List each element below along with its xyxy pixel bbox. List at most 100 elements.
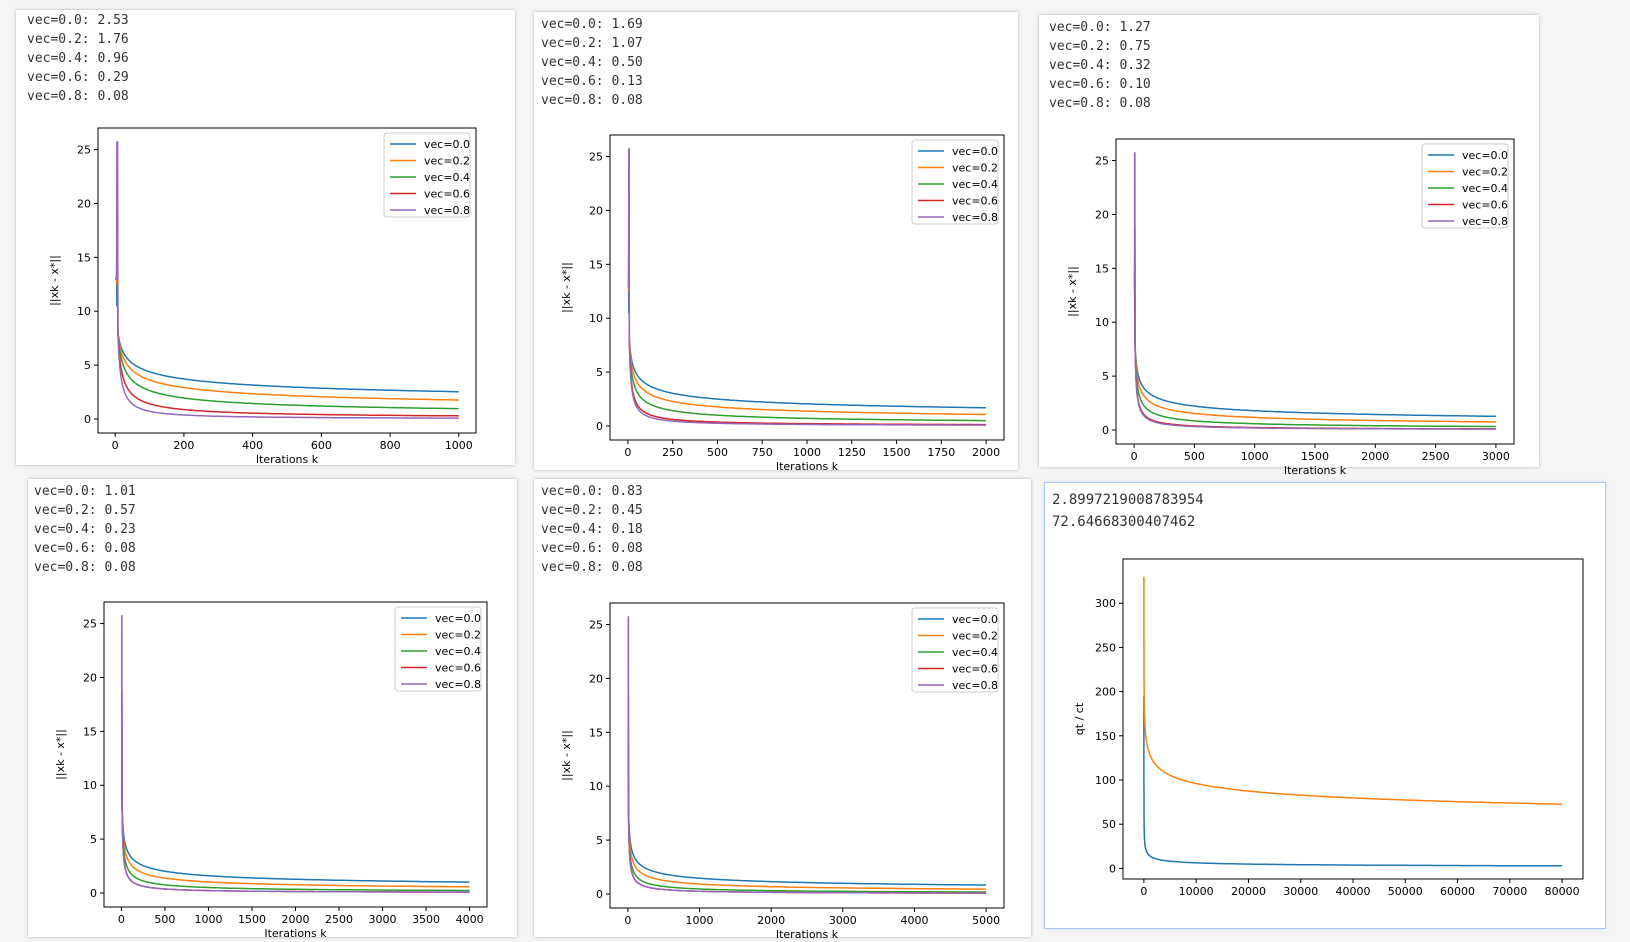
x-tick-label: 60000: [1440, 885, 1475, 898]
output-line: vec=0.4: 0.32: [1049, 58, 1151, 73]
y-tick-label: 5: [596, 834, 603, 847]
output-cell-4: vec=0.0: 1.01 vec=0.2: 0.57 vec=0.4: 0.23 v…: [28, 479, 517, 940]
output-line: vec=0.2: 1.76: [27, 32, 129, 47]
cell-output-text: vec=0.0: 1.69 vec=0.2: 1.07 vec=0.4: 0.50 v…: [541, 15, 643, 110]
x-tick-label: 30000: [1283, 885, 1318, 898]
y-tick-label: 25: [83, 618, 97, 631]
x-tick-label: 0: [1131, 450, 1138, 463]
series-line: [1143, 576, 1563, 805]
x-tick-label: 2000: [282, 913, 310, 926]
series-line: [1143, 696, 1563, 867]
x-axis-label: Iterations k: [1284, 464, 1347, 477]
y-tick-label: 0: [90, 887, 97, 900]
y-tick-label: 20: [77, 197, 91, 210]
y-tick-label: 5: [84, 359, 91, 372]
output-line: vec=0.6: 0.29: [27, 70, 129, 85]
x-tick-label: 3500: [412, 913, 440, 926]
x-tick-label: 750: [752, 446, 773, 459]
y-tick-label: 0: [596, 888, 603, 901]
legend-label: vec=0.2: [952, 630, 998, 643]
series-line: [1133, 262, 1496, 428]
y-tick-label: 20: [589, 204, 603, 217]
output-cell-3: vec=0.0: 1.27 vec=0.2: 0.75 vec=0.4: 0.32 v…: [1039, 15, 1539, 477]
output-line: vec=0.8: 0.08: [1049, 96, 1151, 111]
legend-label: vec=0.4: [424, 171, 470, 184]
legend: vec=0.0 vec=0.2 vec=0.4 vec=0.6 vec=0.8: [911, 139, 999, 225]
series-line: [627, 726, 987, 893]
x-tick-label: 500: [1184, 450, 1205, 463]
x-tick-label: 0: [624, 914, 631, 927]
legend-label: vec=0.0: [1462, 149, 1508, 162]
series-line: [121, 752, 470, 888]
x-tick-label: 250: [662, 446, 683, 459]
x-tick-label: 4000: [900, 914, 928, 927]
output-cell-5: vec=0.0: 0.83 vec=0.2: 0.45 vec=0.4: 0.18 v…: [534, 479, 1031, 941]
x-tick-label: 3000: [829, 914, 857, 927]
plot-frame: [97, 127, 477, 434]
cell-output-text: vec=0.0: 2.53 vec=0.2: 1.76 vec=0.4: 0.96 v…: [27, 11, 129, 106]
x-tick-label: 3000: [369, 913, 397, 926]
legend-box: [911, 607, 999, 693]
y-tick-label: 0: [596, 420, 603, 433]
series-line: [115, 278, 459, 401]
legend-label: vec=0.4: [952, 178, 998, 191]
output-line: vec=0.4: 0.96: [27, 51, 129, 66]
series-line: [121, 692, 470, 893]
legend: vec=0.0 vec=0.2 vec=0.4 vec=0.6 vec=0.8: [394, 606, 482, 692]
legend-label: vec=0.8: [424, 204, 470, 217]
x-tick-label: 500: [154, 913, 175, 926]
series-line: [115, 278, 459, 393]
y-tick-label: 25: [589, 619, 603, 632]
x-tick-label: 80000: [1545, 885, 1580, 898]
output-cell-1: vec=0.0: 2.53 vec=0.2: 1.76 vec=0.4: 0.96 v…: [16, 10, 515, 466]
chart-5: 0 1000 2000 3000 4000 5000 0 5 10 15 20 25 Iteration…: [560, 602, 1005, 941]
output-cell-6[interactable]: 2.8997219008783954 72.64668300407462 0 100…: [1045, 483, 1605, 928]
series-line: [627, 285, 987, 409]
series-line: [115, 218, 459, 417]
y-tick-label: 20: [1095, 208, 1109, 221]
legend-label: vec=0.0: [952, 613, 998, 626]
series-line: [115, 251, 459, 410]
output-line: vec=0.6: 0.13: [541, 74, 643, 89]
output-line: vec=0.4: 0.23: [34, 522, 136, 537]
x-tick-label: 50000: [1388, 885, 1423, 898]
x-tick-label: 1500: [1301, 450, 1329, 463]
legend-label: vec=0.6: [1462, 199, 1508, 212]
output-line: vec=0.8: 0.08: [27, 89, 129, 104]
y-tick-label: 20: [83, 671, 97, 684]
x-tick-label: 200: [173, 439, 194, 452]
y-tick-label: 5: [1102, 370, 1109, 383]
legend-label: vec=0.6: [952, 663, 998, 676]
legend-label: vec=0.6: [435, 662, 481, 675]
series-line: [627, 753, 987, 890]
y-tick-label: 300: [1095, 597, 1116, 610]
legend-label: vec=0.4: [1462, 182, 1508, 195]
series-line: [627, 258, 987, 422]
legend-label: vec=0.2: [1462, 166, 1508, 179]
x-tick-label: 1000: [1241, 450, 1269, 463]
series-line: [121, 725, 470, 892]
x-tick-label: 1250: [838, 446, 866, 459]
x-tick-label: 5000: [972, 914, 1000, 927]
output-line: vec=0.0: 1.27: [1049, 20, 1151, 35]
legend-box: [1421, 143, 1509, 229]
output-line: vec=0.0: 1.01: [34, 484, 136, 499]
legend-label: vec=0.8: [435, 678, 481, 691]
cell-output-text: vec=0.0: 1.01 vec=0.2: 0.57 vec=0.4: 0.23 v…: [34, 482, 136, 577]
y-axis-label: ||xk - x*||: [1066, 266, 1079, 317]
cell-output-text: vec=0.0: 0.83 vec=0.2: 0.45 vec=0.4: 0.18 v…: [541, 482, 643, 577]
output-line: 72.64668300407462: [1052, 514, 1196, 530]
output-line: 2.8997219008783954: [1052, 492, 1204, 508]
output-line: vec=0.6: 0.08: [541, 541, 643, 556]
output-line: vec=0.8: 0.08: [541, 560, 643, 575]
x-tick-label: 1750: [927, 446, 955, 459]
legend-label: vec=0.2: [435, 629, 481, 642]
legend-label: vec=0.8: [952, 211, 998, 224]
x-axis-label: Iterations k: [264, 927, 327, 940]
y-tick-label: 5: [596, 366, 603, 379]
series-line: [121, 752, 470, 883]
y-tick-label: 10: [589, 312, 603, 325]
x-tick-label: 1000: [686, 914, 714, 927]
series-line: [1133, 289, 1496, 418]
y-tick-label: 150: [1095, 730, 1116, 743]
